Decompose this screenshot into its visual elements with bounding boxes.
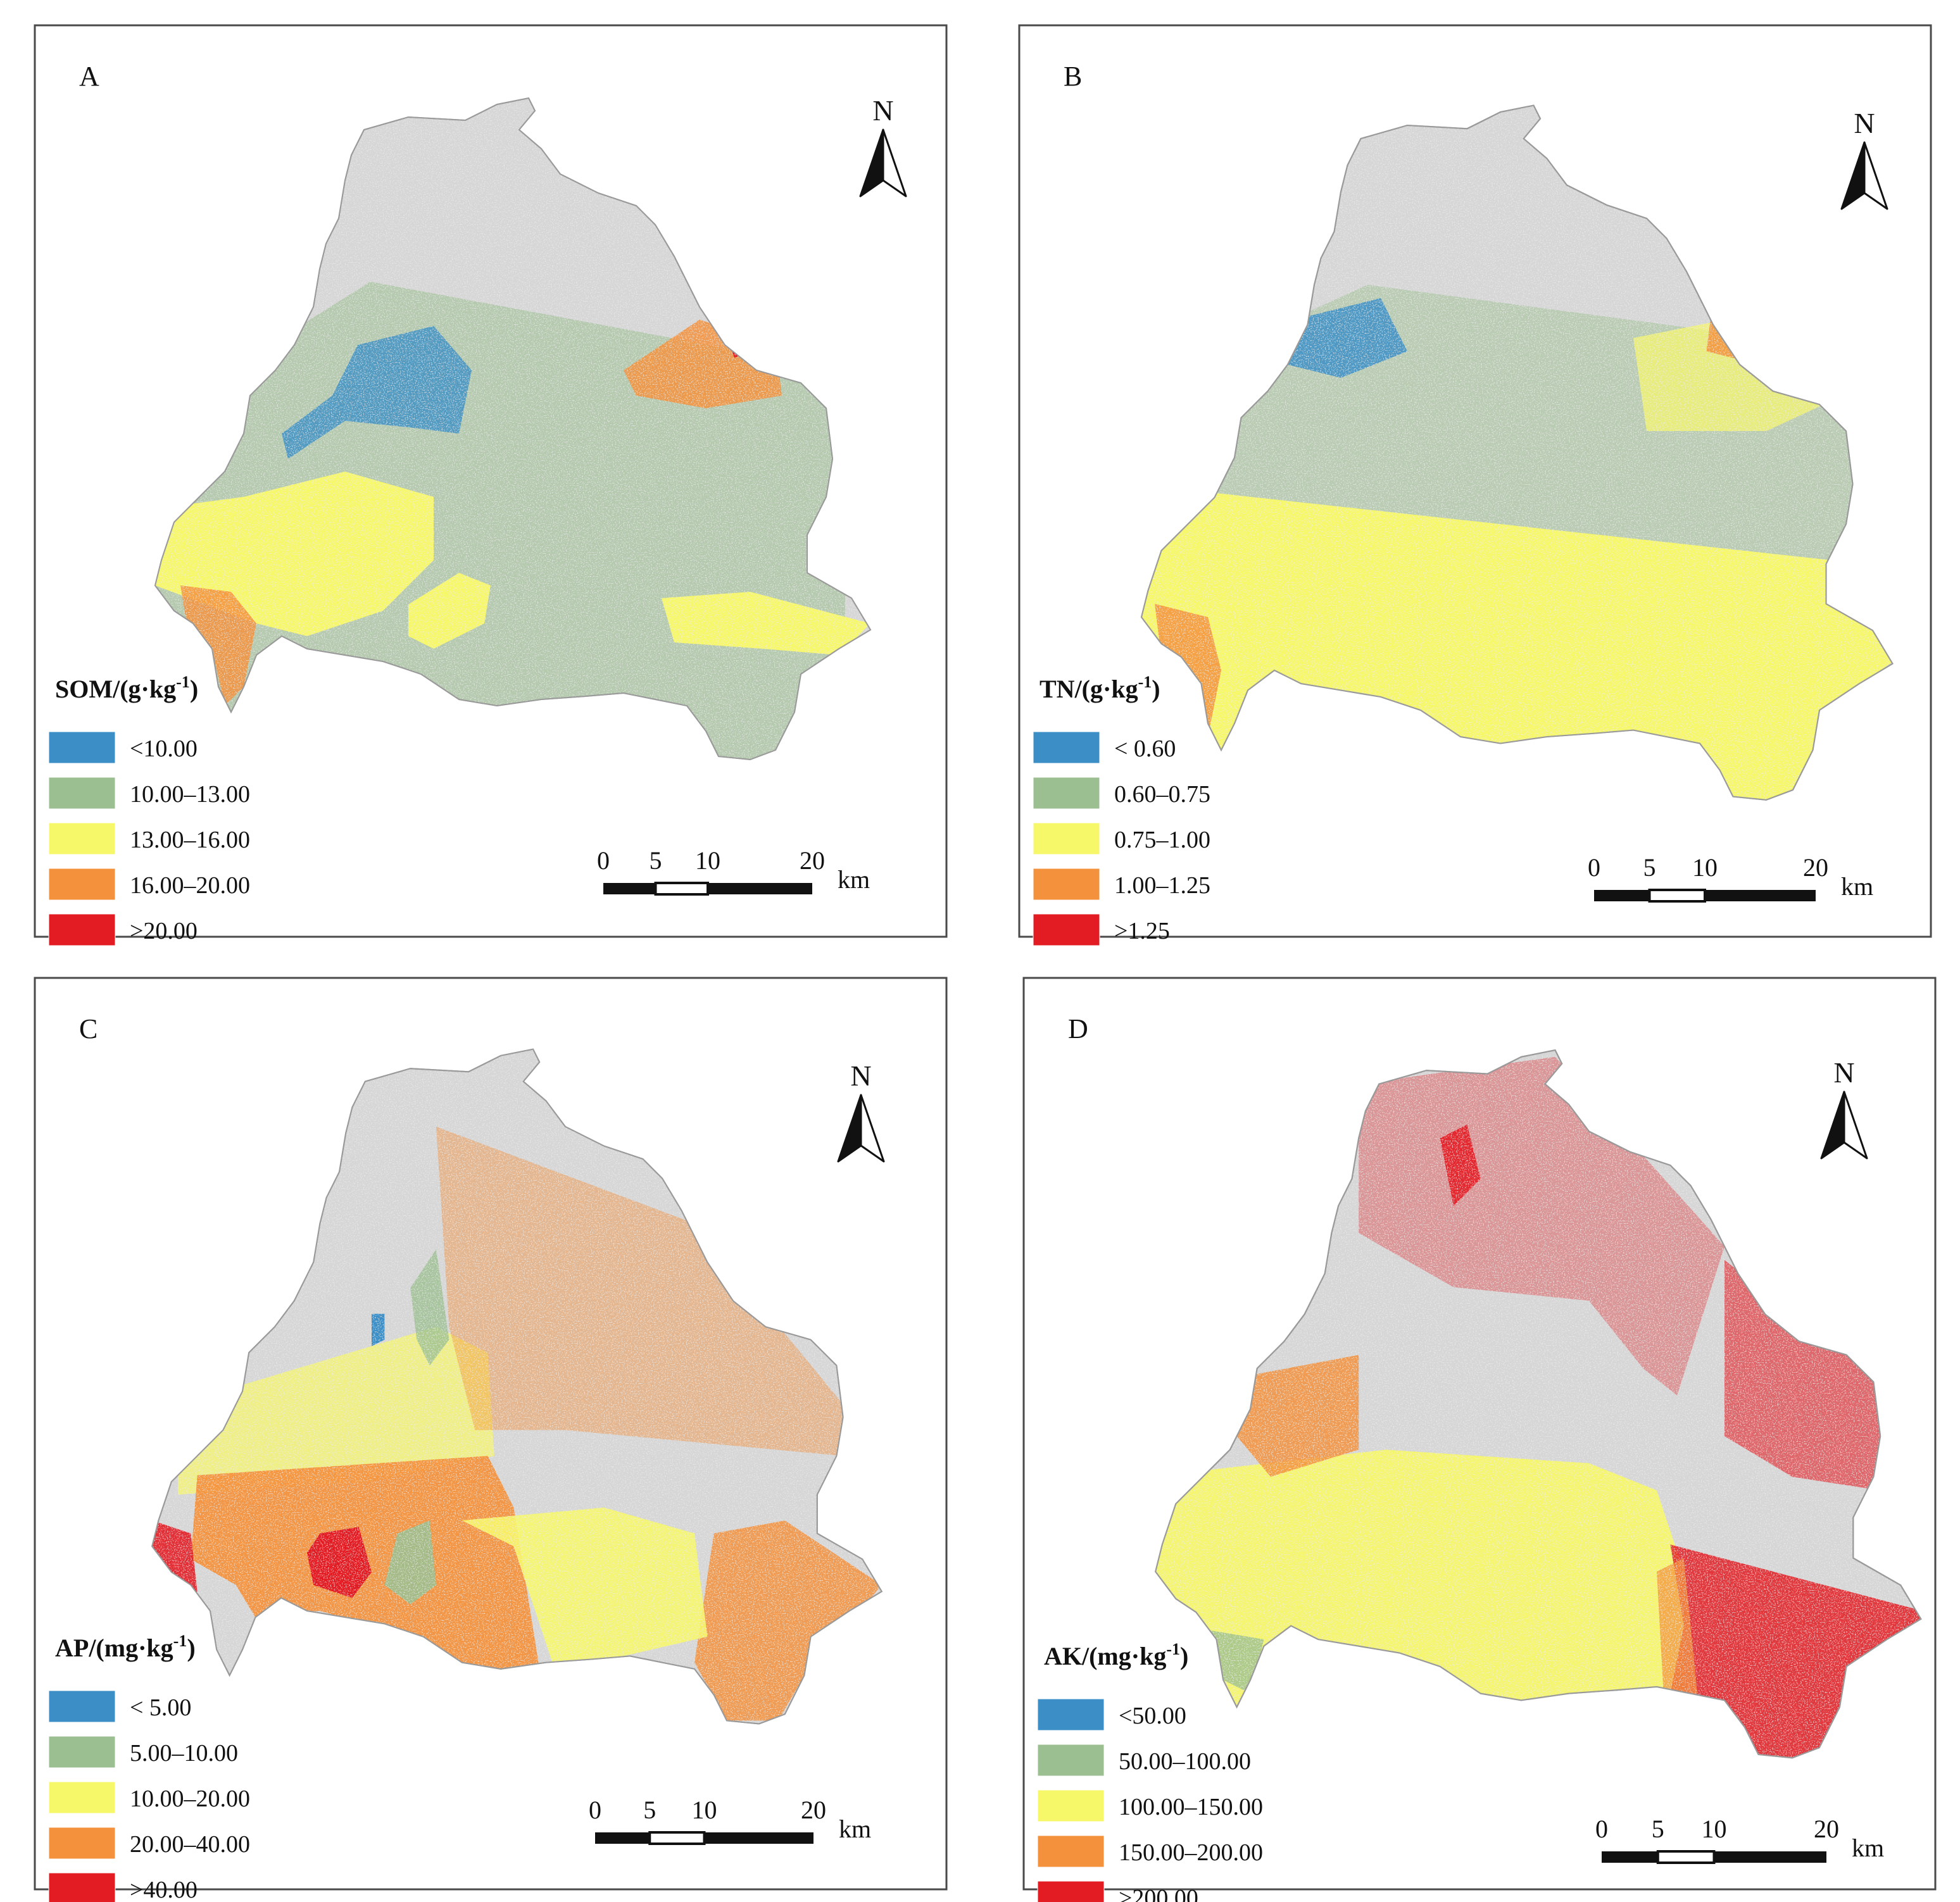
north-arrow-icon: N	[1820, 1056, 1868, 1160]
legend-swatch-class-2	[1037, 1744, 1105, 1777]
scale-tick-label: 10	[1692, 853, 1718, 882]
legend-label-class-3: 100.00–150.00	[1119, 1794, 1263, 1820]
legend: SOM/(g·kg-1) <10.00 10.00–13.00 13.00–16.00…	[48, 673, 250, 946]
north-arrow-icon: N	[859, 94, 907, 197]
legend-swatch-class-2	[1033, 777, 1100, 810]
legend-swatch-class-4	[1033, 868, 1100, 901]
legend-label-class-2: 10.00–13.00	[130, 781, 250, 808]
north-label: N	[850, 1060, 871, 1092]
legend-label-class-5: >20.00	[130, 918, 198, 944]
legend-swatch-class-3	[1037, 1789, 1105, 1822]
legend-label-class-3: 10.00–20.00	[130, 1786, 250, 1812]
legend-swatch-class-4	[48, 1827, 116, 1860]
scale-tick-label: 0	[1595, 1815, 1608, 1843]
panel-letter: A	[79, 61, 99, 92]
legend-label-class-2: 0.60–0.75	[1114, 781, 1210, 808]
scale-bar-icon: 0 5 10 20 km	[589, 1796, 871, 1845]
legend-swatch-class-1	[1037, 1698, 1105, 1731]
scale-tick-label: 5	[1643, 853, 1656, 882]
legend: TN/(g·kg-1) < 0.60 0.60–0.75 0.75–1.00 1.00–…	[1033, 673, 1210, 946]
legend-label-class-1: < 0.60	[1114, 735, 1176, 762]
panel-letter: D	[1068, 1013, 1088, 1044]
legend-label-class-3: 13.00–16.00	[130, 827, 250, 853]
legend-swatch-class-3	[48, 822, 116, 855]
scale-tick-label: 0	[589, 1796, 601, 1824]
legend-swatch-class-2	[48, 777, 116, 810]
scale-unit-label: km	[1841, 872, 1873, 901]
map-panel-d: D N AK/(mg·kg-1) <50.00 50.00–100.00 100.00–1…	[1022, 977, 1937, 1902]
scale-tick-label: 10	[695, 846, 720, 875]
scale-tick-label: 20	[1803, 853, 1828, 882]
map-panel-c: C N AP/(mg·kg-1) < 5.00 5.00–10.00 10.00–20.0…	[34, 977, 948, 1902]
legend-swatch-class-5	[1037, 1880, 1105, 1902]
scale-tick-label: 0	[597, 846, 610, 875]
legend-swatch-class-3	[48, 1781, 116, 1814]
scale-tick-label: 5	[643, 1796, 656, 1824]
scale-bar-icon: 0 5 10 20 km	[1588, 853, 1873, 903]
north-label: N	[1833, 1056, 1854, 1089]
legend-swatch-class-5	[1033, 913, 1100, 946]
legend-title: AK/(mg·kg-1)	[1044, 1640, 1188, 1670]
legend-label-class-5: >40.00	[130, 1877, 198, 1902]
scale-tick-label: 20	[1814, 1815, 1839, 1843]
legend-swatch-class-4	[48, 868, 116, 901]
north-label: N	[1854, 107, 1875, 139]
legend-swatch-class-5	[48, 1872, 116, 1902]
legend-swatch-class-1	[48, 1690, 116, 1723]
north-label: N	[872, 94, 893, 127]
legend-label-class-5: >200.00	[1119, 1885, 1198, 1902]
legend-swatch-class-5	[48, 913, 116, 946]
legend-label-class-2: 50.00–100.00	[1119, 1748, 1251, 1775]
legend-swatch-class-2	[48, 1736, 116, 1768]
scale-tick-label: 10	[1702, 1815, 1727, 1843]
scale-unit-label: km	[838, 865, 870, 894]
legend: AP/(mg·kg-1) < 5.00 5.00–10.00 10.00–20.00 2…	[48, 1632, 250, 1902]
legend-title: AP/(mg·kg-1)	[55, 1632, 196, 1662]
scale-unit-label: km	[839, 1815, 871, 1843]
legend-label-class-4: 1.00–1.25	[1114, 872, 1210, 899]
legend-title: TN/(g·kg-1)	[1040, 673, 1160, 703]
legend-swatch-class-3	[1033, 822, 1100, 855]
legend-label-class-1: <50.00	[1119, 1703, 1186, 1729]
legend-label-class-1: <10.00	[130, 735, 198, 762]
legend-label-class-3: 0.75–1.00	[1114, 827, 1210, 853]
legend-swatch-class-1	[1033, 731, 1100, 764]
scale-tick-label: 5	[1652, 1815, 1664, 1843]
scale-tick-label: 10	[692, 1796, 717, 1824]
panel-letter: B	[1064, 61, 1082, 92]
north-arrow-icon: N	[1840, 107, 1888, 210]
legend-title: SOM/(g·kg-1)	[55, 673, 198, 703]
scale-tick-label: 20	[801, 1796, 826, 1824]
scale-tick-label: 20	[800, 846, 825, 875]
legend-label-class-2: 5.00–10.00	[130, 1740, 238, 1767]
legend-swatch-class-1	[48, 731, 116, 764]
north-arrow-icon: N	[837, 1060, 885, 1163]
scale-tick-label: 5	[650, 846, 662, 875]
legend: AK/(mg·kg-1) <50.00 50.00–100.00 100.00–150…	[1037, 1640, 1263, 1902]
scale-unit-label: km	[1852, 1834, 1884, 1862]
legend-label-class-1: < 5.00	[130, 1694, 191, 1721]
map-panel-b: B N TN/(g·kg-1) < 0.60 0.60–0.75 0.75–1.00 1.0…	[1018, 24, 1932, 946]
scale-bar-icon: 0 5 10 20 km	[1595, 1815, 1884, 1864]
scale-bar-icon: 0 5 10 20 km	[597, 846, 870, 896]
legend-label-class-5: >1.25	[1114, 918, 1170, 944]
map-panel-a: A N SOM/(g·kg-1) <10.00 10.00–13.00 13.00–16.…	[34, 24, 948, 946]
legend-swatch-class-4	[1037, 1835, 1105, 1868]
scale-tick-label: 0	[1588, 853, 1600, 882]
legend-label-class-4: 150.00–200.00	[1119, 1839, 1263, 1866]
legend-label-class-4: 20.00–40.00	[130, 1831, 250, 1858]
legend-label-class-4: 16.00–20.00	[130, 872, 250, 899]
panel-letter: C	[79, 1013, 97, 1044]
